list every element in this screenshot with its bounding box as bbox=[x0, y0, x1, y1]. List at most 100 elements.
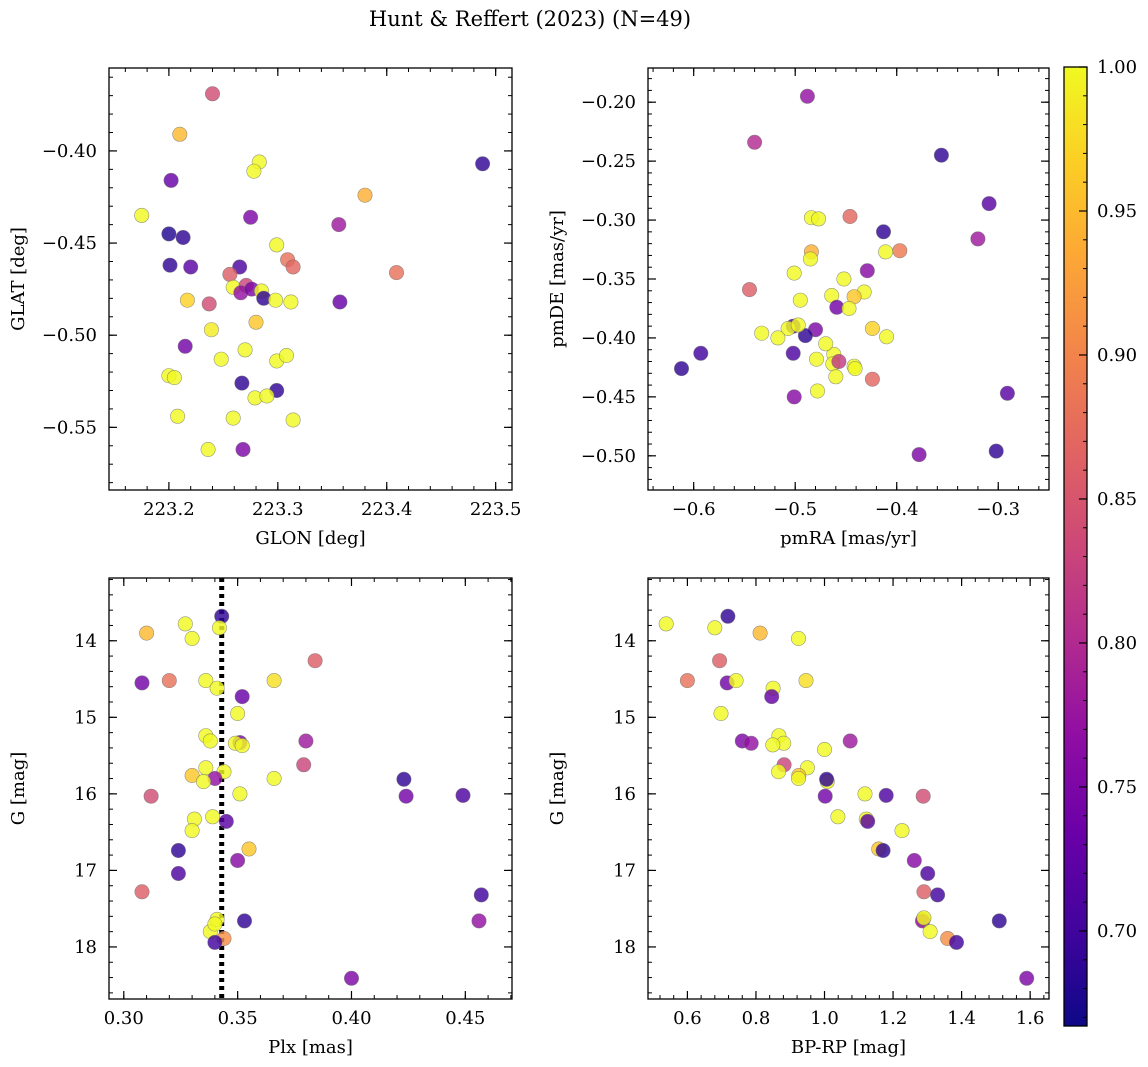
y-tick-label: −0.40 bbox=[581, 328, 636, 349]
scatter-point bbox=[234, 738, 250, 754]
scatter-point bbox=[741, 282, 757, 298]
scatter-point bbox=[202, 733, 218, 749]
scatter-point bbox=[357, 187, 373, 203]
scatter-point bbox=[203, 322, 219, 338]
scatter-point bbox=[266, 673, 282, 689]
scatter-point bbox=[248, 314, 264, 330]
scatter-point bbox=[818, 336, 834, 352]
y-tick-label: −0.35 bbox=[581, 269, 636, 290]
colorbar-tick-label: 1.00 bbox=[1097, 57, 1137, 78]
scatter-point bbox=[693, 345, 709, 361]
scatter-point bbox=[911, 447, 927, 463]
scatter-point bbox=[134, 675, 150, 691]
colorbar-tick-label: 0.75 bbox=[1097, 777, 1137, 798]
scatter-point bbox=[764, 689, 780, 705]
scatter-point bbox=[268, 292, 284, 308]
scatter-point bbox=[785, 345, 801, 361]
x-tick-label: 0.35 bbox=[218, 1008, 258, 1029]
y-tick-label: 16 bbox=[613, 784, 636, 805]
scatter-point bbox=[808, 351, 824, 367]
scatter-point bbox=[209, 680, 225, 696]
scatter-point bbox=[798, 673, 814, 689]
colorbar-frame bbox=[1063, 66, 1088, 1027]
scatter-point bbox=[332, 294, 348, 310]
scatter-point bbox=[970, 231, 986, 247]
x-tick-label: 1.2 bbox=[879, 1008, 908, 1029]
scatter-point bbox=[916, 910, 932, 926]
scatter-point bbox=[860, 813, 876, 829]
x-tick-label: 223.2 bbox=[143, 499, 195, 520]
scatter-point bbox=[161, 226, 177, 242]
scatter-point bbox=[790, 770, 806, 786]
x-tick-label: 223.4 bbox=[361, 499, 413, 520]
scatter-point bbox=[859, 263, 875, 279]
scatter-point bbox=[841, 300, 857, 316]
x-axis-label: Plx [mas] bbox=[268, 1037, 353, 1058]
x-tick-label: 1.0 bbox=[810, 1008, 839, 1029]
scatter-point bbox=[234, 375, 250, 391]
scatter-point bbox=[906, 852, 922, 868]
scatter-point bbox=[471, 913, 487, 929]
y-tick-label: 17 bbox=[74, 860, 97, 881]
scatter-point bbox=[771, 764, 787, 780]
scatter-point bbox=[916, 884, 932, 900]
scatter-point bbox=[878, 787, 894, 803]
panel-bprp-g: 0.6 0.8 1.0 1.2 1.4 1.6 14 15 16 17 18 BP-RP [mag] G… bbox=[547, 577, 1050, 1058]
scatter-point bbox=[864, 371, 880, 387]
scatter-point bbox=[175, 230, 191, 246]
scatter-point bbox=[170, 842, 186, 858]
scatter-point bbox=[237, 913, 253, 929]
scatter-point bbox=[864, 320, 880, 336]
scatter-point bbox=[234, 689, 250, 705]
scatter-point bbox=[728, 673, 744, 689]
x-axis-label: GLON [deg] bbox=[255, 528, 365, 549]
scatter-point bbox=[170, 865, 186, 881]
scatter-point bbox=[786, 265, 802, 281]
scatter-point bbox=[475, 156, 491, 172]
scatter-point bbox=[948, 934, 964, 950]
scatter-point bbox=[162, 257, 178, 273]
y-tick-label: −0.50 bbox=[42, 325, 97, 346]
scatter-point bbox=[296, 757, 312, 773]
scatter-point bbox=[816, 741, 832, 757]
panel-glon-glat: 223.2 223.3 223.4 223.5 −0.40 −0.45 −0.50 −0.55… bbox=[8, 67, 521, 549]
scatter-points bbox=[673, 88, 1015, 463]
scatter-point bbox=[799, 88, 815, 104]
scatter-point bbox=[933, 147, 949, 163]
scatter-point bbox=[842, 733, 858, 749]
scatter-points bbox=[658, 608, 1035, 986]
y-tick-label: 15 bbox=[74, 707, 97, 728]
scatter-points bbox=[134, 86, 491, 457]
scatter-point bbox=[743, 735, 759, 751]
y-tick-label: 18 bbox=[74, 937, 97, 958]
scatter-point bbox=[828, 369, 844, 385]
y-tick-label: 18 bbox=[613, 937, 636, 958]
scatter-point bbox=[752, 625, 768, 641]
scatter-point bbox=[713, 705, 729, 721]
scatter-point bbox=[915, 788, 931, 804]
scatter-point bbox=[857, 786, 873, 802]
x-tick-label: −0.3 bbox=[976, 499, 1020, 520]
scatter-point bbox=[246, 163, 262, 179]
scatter-point bbox=[269, 237, 285, 253]
scatter-point bbox=[161, 673, 177, 689]
x-tick-label: 0.8 bbox=[742, 1008, 771, 1029]
scatter-point bbox=[988, 443, 1004, 459]
x-tick-label: 0.40 bbox=[331, 1008, 371, 1029]
scatter-point bbox=[222, 266, 238, 282]
x-tick-label: 1.6 bbox=[1016, 1008, 1045, 1029]
scatter-point bbox=[184, 630, 200, 646]
colorbar-tick-label: 0.95 bbox=[1097, 201, 1137, 222]
y-tick-label: 15 bbox=[613, 707, 636, 728]
x-tick-label: −0.6 bbox=[672, 499, 716, 520]
scatter-point bbox=[207, 934, 223, 950]
scatter-point bbox=[920, 865, 936, 881]
scatter-point bbox=[981, 196, 997, 212]
scatter-point bbox=[922, 924, 938, 940]
y-tick-label: −0.40 bbox=[42, 141, 97, 162]
scatter-point bbox=[679, 673, 695, 689]
scatter-point bbox=[198, 673, 214, 689]
scatter-point bbox=[307, 653, 323, 669]
y-tick-label: 17 bbox=[613, 860, 636, 881]
